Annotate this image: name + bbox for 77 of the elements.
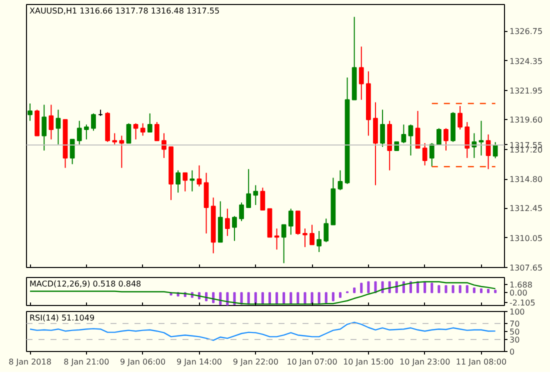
y-tick-label: 1326.75 bbox=[510, 27, 543, 36]
y-tick-label: 70 bbox=[510, 320, 520, 328]
candlestick bbox=[126, 122, 132, 144]
candlestick bbox=[28, 103, 32, 122]
candlestick bbox=[147, 112, 152, 132]
candlestick bbox=[119, 135, 124, 168]
candlestick bbox=[295, 210, 300, 236]
candlestick bbox=[302, 228, 308, 248]
candlestick bbox=[48, 104, 54, 140]
x-tick-label: 10 Jan 07:00 bbox=[286, 358, 338, 366]
x-tick-label: 11 Jan 08:00 bbox=[456, 358, 507, 366]
candlestick bbox=[70, 138, 75, 165]
y-tick-label: 0 bbox=[510, 348, 515, 356]
candlestick bbox=[492, 142, 498, 159]
y-tick-label: 1.688 bbox=[510, 280, 532, 290]
candlestick bbox=[239, 202, 244, 222]
candlestick bbox=[84, 124, 89, 140]
y-tick-label: 50 bbox=[510, 328, 520, 336]
candlestick bbox=[182, 172, 188, 192]
candlestick bbox=[76, 120, 82, 145]
candlestick bbox=[274, 228, 280, 250]
candlestick bbox=[140, 122, 146, 136]
candlestick bbox=[422, 142, 428, 166]
candlestick bbox=[401, 124, 406, 144]
x-tick-label: 9 Jan 06:00 bbox=[120, 358, 166, 366]
y-tick-label: 1307.65 bbox=[510, 264, 543, 272]
candlestick bbox=[91, 112, 96, 132]
y-tick-label: 1321.95 bbox=[510, 86, 543, 96]
candlestick bbox=[338, 170, 343, 191]
y-tick-label: 100 bbox=[510, 308, 525, 316]
candlestick bbox=[408, 124, 414, 156]
x-tick-label: 8 Jan 2018 bbox=[8, 358, 52, 366]
chart-title: MACD(12,26,9) 0.518 0.848 bbox=[30, 280, 142, 288]
candlestick bbox=[190, 170, 195, 192]
candlestick bbox=[112, 132, 118, 145]
y-tick-label: 30 bbox=[510, 336, 520, 344]
y-tick-label: 1324.35 bbox=[510, 56, 543, 66]
y-tick-label: 0.00 bbox=[510, 288, 528, 298]
candlestick bbox=[380, 109, 385, 148]
line-series bbox=[29, 322, 496, 341]
candlestick bbox=[224, 208, 230, 236]
line-series bbox=[29, 281, 496, 305]
candlestick bbox=[56, 109, 61, 145]
candlestick bbox=[133, 122, 138, 140]
candlestick bbox=[324, 218, 329, 243]
candlestick bbox=[444, 128, 448, 152]
y-tick-label: -2.105 bbox=[510, 298, 536, 308]
candlestick bbox=[464, 122, 470, 158]
candlestick bbox=[310, 224, 314, 246]
y-tick-label: 1319.60 bbox=[510, 116, 543, 125]
chart-title: XAUUSD,H1 1316.66 1317.78 1316.48 1317.55 bbox=[30, 6, 220, 16]
candlestick bbox=[281, 224, 286, 264]
y-tick-label: 1312.45 bbox=[510, 204, 543, 214]
candlestick bbox=[196, 164, 202, 187]
candlestick bbox=[162, 132, 166, 158]
candlestick bbox=[478, 120, 484, 156]
candlestick bbox=[246, 168, 252, 208]
chart-title: RSI(14) 51.1049 bbox=[30, 314, 95, 322]
candlestick bbox=[260, 187, 266, 210]
candlestick bbox=[176, 170, 181, 194]
candlestick bbox=[154, 122, 160, 142]
candlestick bbox=[316, 230, 322, 253]
y-tick-label: 1310.05 bbox=[510, 234, 543, 243]
x-tick-label: 9 Jan 14:00 bbox=[176, 358, 222, 366]
x-tick-label: 9 Jan 22:00 bbox=[232, 358, 278, 366]
candlestick bbox=[253, 184, 258, 206]
x-tick-label: 10 Jan 15:00 bbox=[343, 358, 394, 366]
candlestick bbox=[232, 216, 237, 242]
candlestick bbox=[42, 104, 47, 152]
y-tick-label: 1314.80 bbox=[510, 175, 543, 184]
candlestick bbox=[429, 142, 434, 168]
candlestick bbox=[288, 208, 294, 236]
candlestick bbox=[436, 128, 442, 145]
candlestick bbox=[458, 105, 463, 130]
x-tick-label: 10 Jan 23:00 bbox=[400, 358, 450, 366]
x-tick-label: 8 Jan 21:00 bbox=[64, 358, 110, 366]
candlestick bbox=[358, 46, 364, 100]
